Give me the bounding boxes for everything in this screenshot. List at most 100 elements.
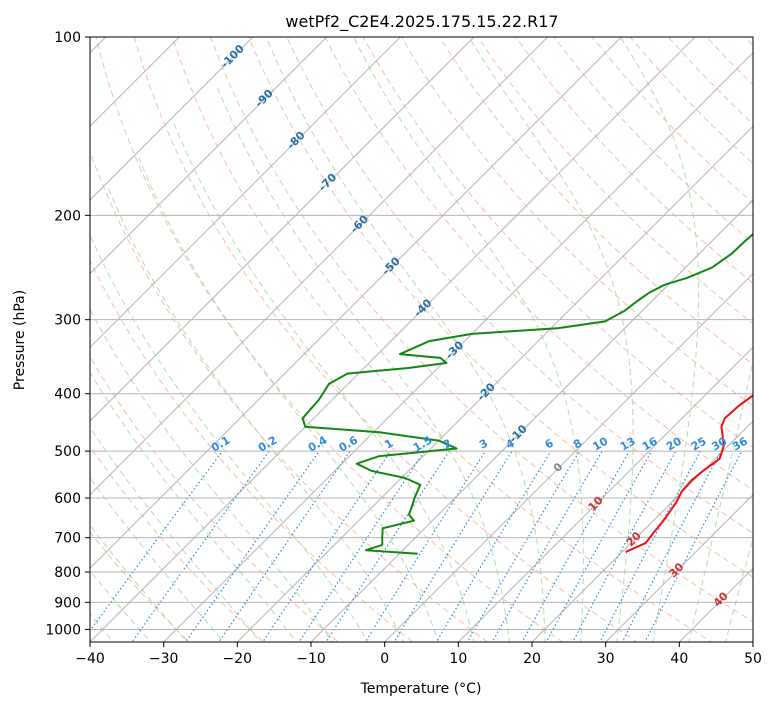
dry-adiabat	[629, 37, 753, 165]
x-tick-label: 50	[744, 651, 762, 667]
isotherm	[310, 199, 753, 642]
moist-adiabat	[90, 308, 333, 642]
isotherm-label: 0	[551, 460, 566, 475]
isotherm	[90, 37, 475, 422]
dry-adiabat	[756, 10, 775, 654]
moist-adiabat	[215, 83, 510, 642]
isotherm	[90, 37, 549, 496]
x-axis-label: Temperature (°C)	[360, 681, 482, 697]
y-tick-label: 600	[54, 491, 81, 507]
y-tick-label: 300	[54, 313, 81, 329]
isotherm-label: 10	[586, 494, 606, 514]
dry-adiabat	[438, 37, 753, 366]
y-tick-label: 700	[54, 531, 81, 547]
y-tick-label: 800	[54, 565, 81, 581]
dry-adiabat	[591, 37, 753, 204]
moist-adiabat	[90, 371, 297, 642]
moist-adiabat	[90, 477, 225, 642]
pressure-gridlines	[90, 37, 753, 630]
x-tick-label: 10	[449, 651, 467, 667]
temperature-profile	[625, 394, 753, 553]
moist-adiabat	[173, 123, 475, 642]
plot-frame	[89, 36, 754, 643]
moist-adiabat	[725, 536, 753, 642]
isotherm	[90, 37, 254, 201]
moist-adiabat	[265, 37, 546, 642]
moist-adiabat	[90, 524, 188, 642]
isotherm	[678, 567, 753, 642]
dry-adiabat	[400, 37, 753, 407]
mixing-ratio-label: 3	[477, 437, 490, 452]
moist-adiabat	[688, 358, 753, 642]
y-tick-label: 1000	[45, 622, 81, 638]
isotherm	[90, 37, 181, 128]
moist-adiabat	[107, 188, 404, 642]
y-tick-label: 400	[54, 387, 81, 403]
isotherm-label: -60	[348, 212, 371, 235]
dry-adiabat	[744, 37, 753, 47]
x-tick-label: 20	[523, 651, 541, 667]
background-lines	[0, 10, 775, 654]
isotherm	[752, 641, 753, 642]
isotherm	[90, 37, 328, 275]
isotherm	[236, 125, 753, 642]
x-tick-label: −40	[75, 651, 105, 667]
isotherm-label: -20	[475, 380, 498, 403]
moist-adiabat	[759, 37, 775, 654]
isotherm	[90, 37, 623, 570]
dry-adiabat	[248, 37, 753, 578]
dry-adiabat	[171, 37, 713, 642]
moist-adiabat	[138, 157, 440, 642]
mixing-ratio-line	[131, 450, 270, 642]
mixing-ratio-line	[545, 450, 653, 642]
sounding-profiles	[301, 232, 753, 555]
x-tick-label: 30	[597, 651, 615, 667]
dry-adiabat	[90, 356, 339, 642]
isotherm	[604, 493, 753, 642]
dry-adiabat	[362, 37, 753, 449]
dry-adiabat	[90, 531, 190, 642]
isotherm-label: -50	[380, 254, 403, 277]
isotherm	[90, 37, 402, 349]
dry-adiabat	[705, 37, 753, 86]
isotherm	[162, 51, 753, 642]
axes: −40 −30 −20 −10 0 10 20 30 40 5010020030040050060…	[45, 30, 762, 667]
moist-adiabat	[468, 37, 634, 642]
isotherm	[457, 346, 753, 642]
moist-adiabat	[90, 613, 115, 642]
mixing-ratio-line	[262, 450, 392, 642]
x-tick-label: 40	[670, 651, 688, 667]
dry-adiabat	[209, 37, 753, 623]
moist-adiabat	[353, 37, 584, 642]
x-tick-label: −10	[296, 651, 326, 667]
mixing-ratio-line	[325, 450, 450, 642]
isotherm	[0, 10, 59, 654]
y-tick-label: 500	[54, 444, 81, 460]
x-tick-label: −30	[149, 651, 179, 667]
moist-adiabat	[90, 233, 369, 642]
moist-adiabat	[90, 426, 261, 642]
isotherm	[531, 420, 753, 642]
dewpoint-profile	[301, 232, 753, 555]
isotherm-label: -70	[316, 170, 339, 193]
moist-adiabat	[90, 569, 152, 642]
dry-adiabat	[95, 37, 564, 642]
isotherm-label: -30	[443, 338, 466, 361]
chart-title: wetPf2_C2E4.2025.175.15.22.R17	[285, 12, 558, 32]
y-axis-label: Pressure (hPa)	[12, 290, 28, 390]
isotherm	[90, 37, 696, 642]
mixing-ratio-label: 6	[543, 436, 556, 451]
isotherm	[383, 272, 753, 642]
y-tick-label: 900	[54, 595, 81, 611]
dry-adiabat	[90, 259, 414, 642]
y-tick-label: 200	[54, 208, 81, 224]
x-tick-label: −20	[223, 651, 253, 667]
dry-adiabat	[324, 37, 753, 491]
isotherm-label: -80	[284, 129, 307, 152]
isotherm-label: -100	[218, 42, 247, 71]
mixing-ratio-line	[466, 450, 580, 642]
y-tick-label: 100	[54, 30, 81, 46]
mixing-ratio-line	[435, 450, 552, 642]
x-tick-label: 0	[380, 651, 389, 667]
